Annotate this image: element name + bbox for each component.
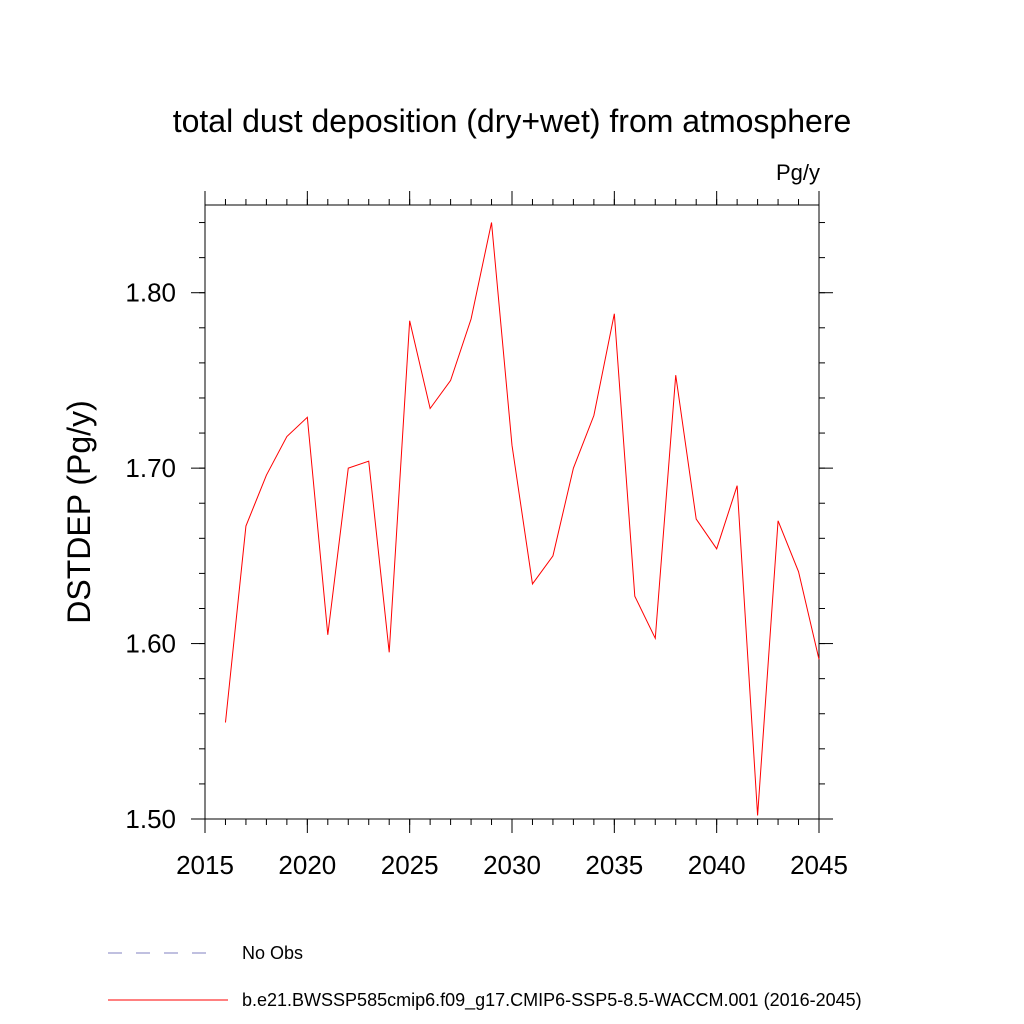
y-tick-label: 1.50: [125, 804, 176, 834]
legend: No Obs b.e21.BWSSP585cmip6.f09_g17.CMIP6…: [108, 943, 862, 1011]
chart-title: total dust deposition (dry+wet) from atm…: [173, 103, 852, 139]
tick-labels: 2015 2020 2025 2030 2035 2040 2045 1.50 1.60 1.70…: [125, 278, 848, 880]
x-tick-label: 2030: [483, 850, 541, 880]
y-tick-label: 1.80: [125, 278, 176, 308]
y-tick-label: 1.70: [125, 453, 176, 483]
series-line: [224, 222, 820, 816]
x-tick-label: 2020: [278, 850, 336, 880]
axis-ticks: [191, 191, 833, 833]
x-tick-label: 2045: [790, 850, 848, 880]
x-tick-label: 2035: [585, 850, 643, 880]
legend-label-waccm: b.e21.BWSSP585cmip6.f09_g17.CMIP6-SSP5-8…: [242, 990, 862, 1011]
plot-frame: [204, 204, 820, 820]
y-tick-label: 1.60: [125, 629, 176, 659]
x-tick-label: 2040: [688, 850, 746, 880]
legend-label-no-obs: No Obs: [242, 943, 303, 963]
x-tick-label: 2025: [381, 850, 439, 880]
units-label: Pg/y: [776, 160, 820, 185]
x-tick-label: 2015: [176, 850, 234, 880]
y-axis-label: DSTDEP (Pg/y): [61, 400, 97, 623]
series-lines: [224, 222, 820, 816]
